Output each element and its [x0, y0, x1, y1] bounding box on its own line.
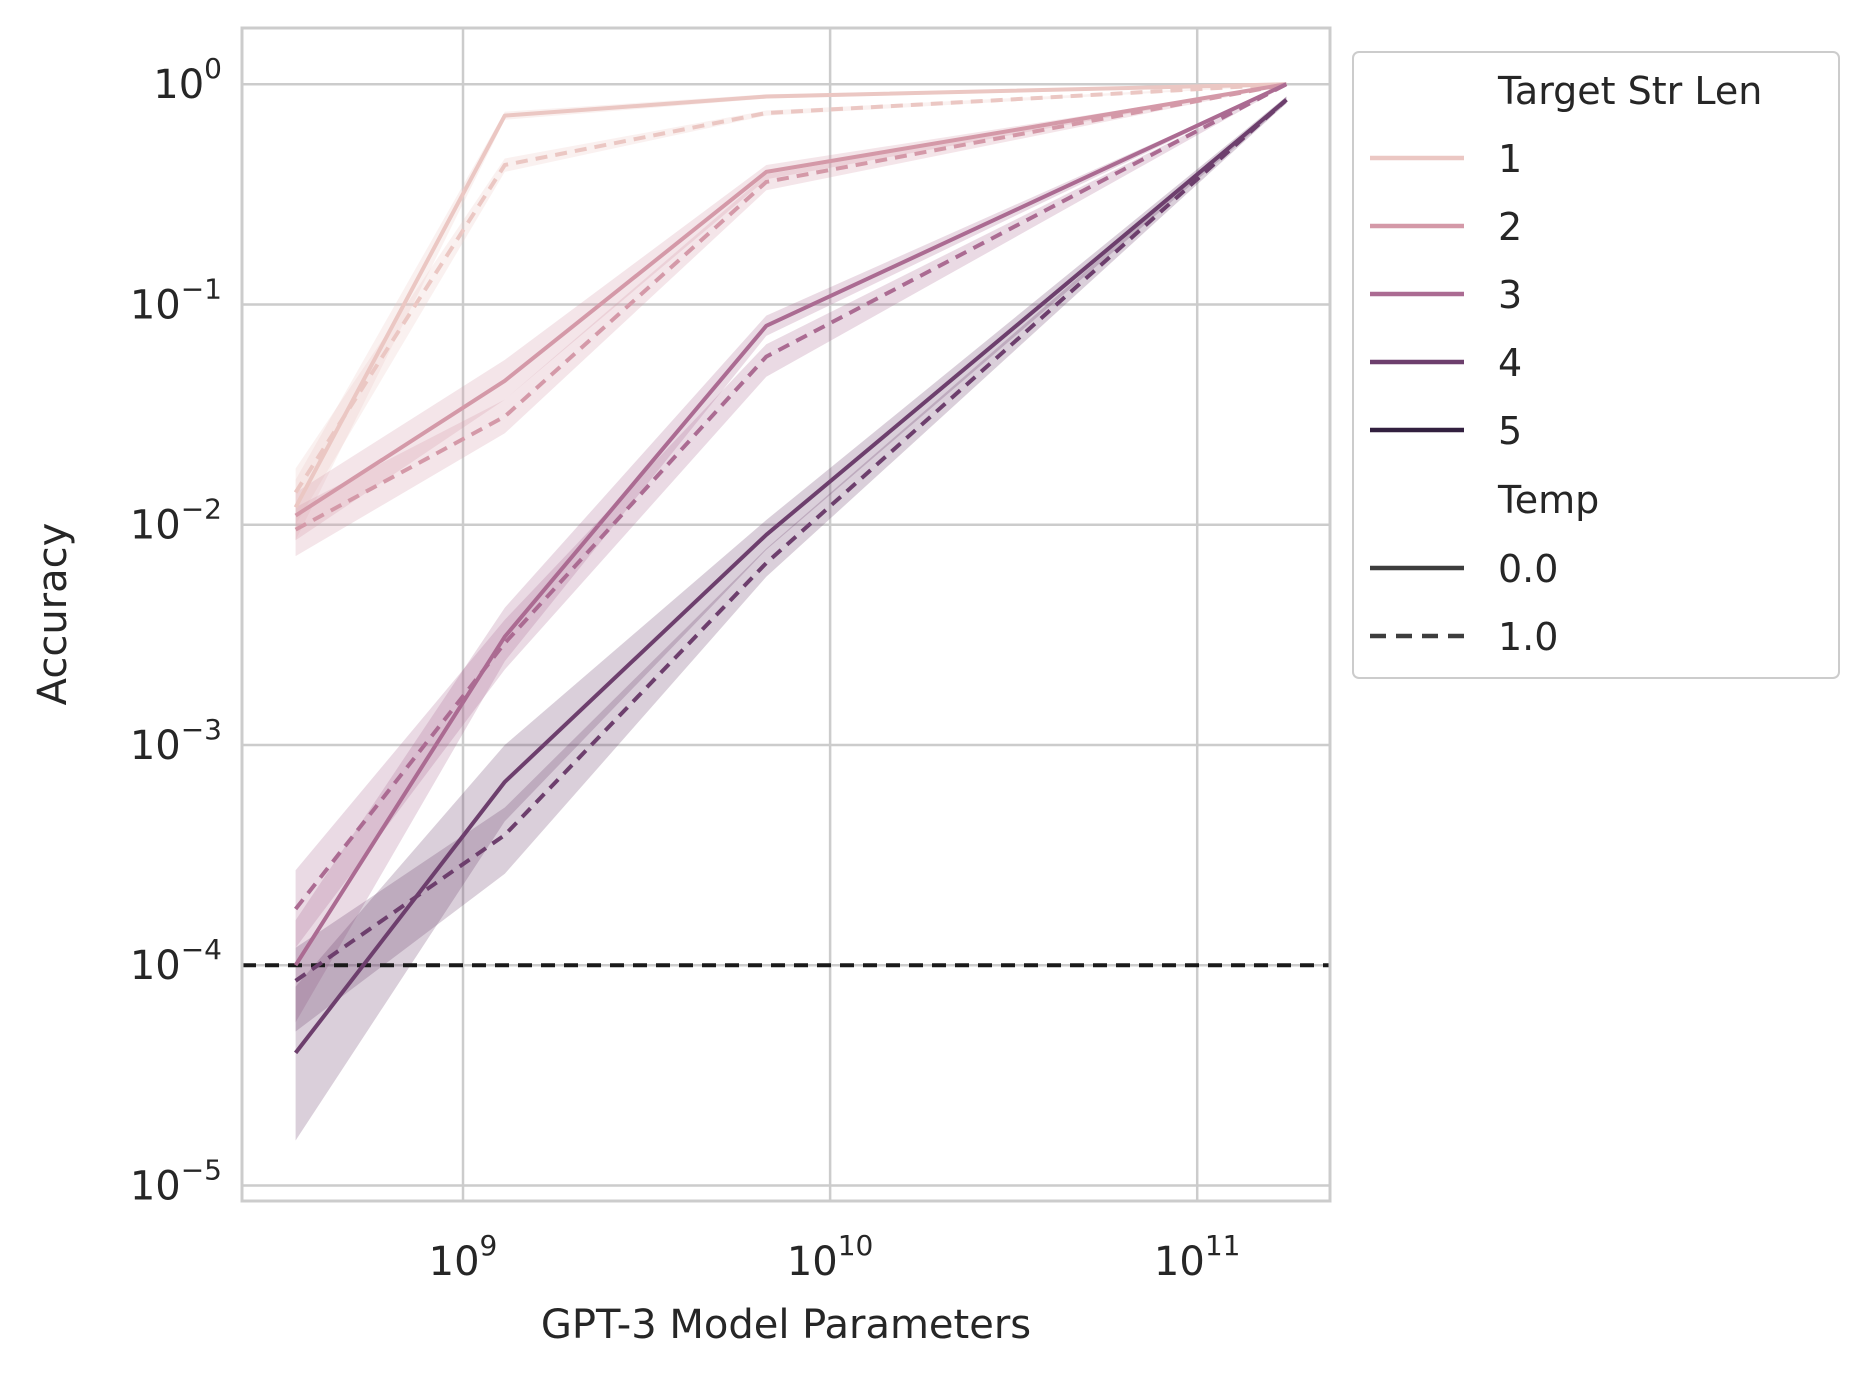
legend-label: 1: [1498, 137, 1522, 181]
grid-lines: [242, 28, 1330, 1201]
legend: Target Str Len 1 2 3 4 5 Temp 0.0 1.0: [1352, 51, 1840, 679]
series-line: [294, 82, 1287, 518]
series-line: [294, 98, 1288, 1055]
x-tick-label: 1011: [1154, 1229, 1241, 1285]
y-tick-label: 100: [153, 52, 222, 108]
y-axis-label: Accuracy: [30, 523, 76, 706]
y-tick-label: 10−3: [130, 713, 222, 769]
series-lines: [293, 82, 1288, 1055]
series-line: [293, 82, 1288, 967]
plot-frame: [240, 26, 1332, 1203]
legend-style-label: 1.0: [1498, 615, 1558, 659]
legend-frame: [1352, 51, 1840, 679]
x-axis-label: GPT-3 Model Parameters: [541, 1302, 1031, 1348]
series-line: [294, 98, 1288, 983]
series-line: [293, 82, 1287, 509]
y-tick-label: 10−5: [130, 1153, 222, 1209]
legend-style-title: Temp: [1497, 478, 1599, 522]
legend-label: 4: [1498, 341, 1522, 385]
y-tick-label: 10−1: [130, 272, 222, 328]
y-tick-label: 10−2: [130, 493, 222, 549]
legend-hue-title: Target Str Len: [1497, 69, 1762, 113]
series-line: [294, 82, 1288, 911]
legend-label: 3: [1498, 273, 1522, 317]
confidence-band: [295, 84, 1287, 557]
legend-style-label: 0.0: [1498, 547, 1558, 591]
legend-label: 2: [1498, 205, 1522, 249]
legend-label: 5: [1498, 409, 1522, 453]
y-tick-label: 10−4: [130, 933, 222, 989]
y-tick-labels: 100 10−1 10−2 10−3 10−4 10−5: [130, 52, 222, 1209]
series-line: [293, 82, 1287, 494]
x-tick-label: 1010: [787, 1229, 874, 1285]
x-tick-label: 109: [429, 1229, 498, 1285]
x-tick-labels: 109 1010 1011: [429, 1229, 1241, 1285]
